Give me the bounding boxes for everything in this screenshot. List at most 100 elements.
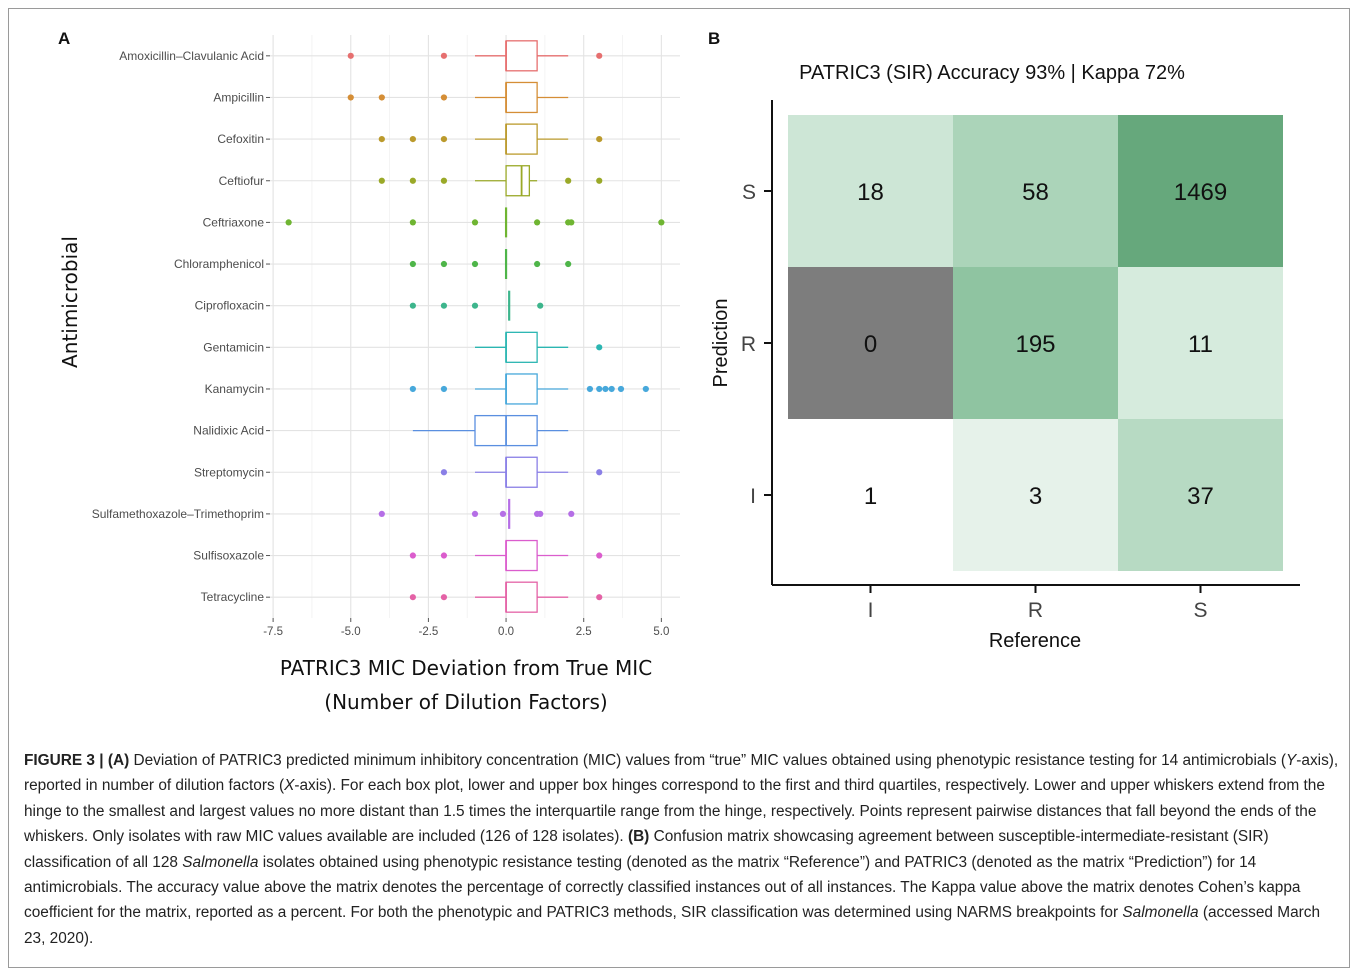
figure-caption: FIGURE 3 | (A) Deviation of PATRIC3 pred… bbox=[24, 748, 1340, 951]
caption-text-2: -axis), reported in number of dilution f… bbox=[24, 752, 1339, 795]
panel-a-y-ticks: Amoxicillin–Clavulanic Acid Ampicillin Cef… bbox=[92, 49, 270, 604]
box-outlier bbox=[409, 260, 416, 268]
box-iqr bbox=[505, 373, 538, 405]
box-outlier bbox=[608, 385, 615, 393]
panel-a-y-tick-label: Gentamicin bbox=[203, 340, 264, 354]
box-outlier bbox=[537, 510, 544, 517]
box-outlier bbox=[596, 177, 603, 184]
box-6 bbox=[409, 290, 544, 321]
caption-text-3: -axis). For each box plot, lower and upp… bbox=[24, 777, 1325, 846]
box-outlier bbox=[409, 177, 416, 184]
panel-a-x-ticks: -7.5 -5.0 -2.5 0.0 2.5 5.0 bbox=[263, 618, 669, 638]
box-outlier bbox=[440, 385, 448, 393]
box-outlier bbox=[440, 136, 448, 143]
box-outlier bbox=[378, 94, 385, 101]
panel-a-y-tick-label: Ceftiofur bbox=[219, 174, 264, 188]
box-iqr bbox=[505, 165, 531, 197]
figure-frame bbox=[8, 8, 1350, 968]
box-iqr bbox=[505, 581, 538, 613]
box-outlier bbox=[596, 385, 603, 393]
box-10 bbox=[440, 456, 603, 488]
box-outlier bbox=[568, 219, 575, 226]
panel-a-boxplot: A Amoxicillin–Clavulanic Acid Ampicillin C… bbox=[58, 29, 680, 714]
box-outlier bbox=[596, 52, 603, 59]
panel-a-x-tick-label: -5.0 bbox=[341, 626, 361, 638]
panel-a-y-tick-label: Streptomycin bbox=[194, 465, 264, 479]
box-outlier bbox=[534, 219, 541, 226]
panel-a-y-tick-label: Amoxicillin–Clavulanic Acid bbox=[119, 49, 264, 63]
panel-a-y-tick-label: Nalidixic Acid bbox=[193, 424, 264, 438]
panel-a-y-tick-label: Sulfisoxazole bbox=[193, 549, 264, 563]
caption-salmonella-1: Salmonella bbox=[182, 853, 259, 871]
panel-a-y-axis-title: Antimicrobial bbox=[58, 236, 82, 368]
panel-a-y-tick-label: Kanamycin bbox=[205, 382, 264, 396]
box-outlier bbox=[409, 302, 416, 309]
box-outlier bbox=[537, 302, 544, 309]
box-outlier bbox=[378, 510, 385, 517]
box-outlier bbox=[499, 510, 507, 517]
panel-a-y-tick-label: Cefoxitin bbox=[217, 132, 264, 146]
box-8 bbox=[409, 373, 649, 405]
box-4 bbox=[285, 207, 665, 238]
box-5 bbox=[409, 249, 572, 280]
box-outlier bbox=[596, 469, 603, 476]
box-outlier bbox=[568, 510, 575, 517]
box-outlier bbox=[409, 594, 416, 601]
box-outlier bbox=[378, 136, 385, 143]
box-outlier bbox=[596, 594, 603, 601]
box-iqr bbox=[505, 81, 538, 114]
box-outlier bbox=[617, 385, 625, 393]
box-outlier bbox=[565, 260, 572, 268]
box-outlier bbox=[440, 94, 448, 101]
panel-a-x-tick-label: -7.5 bbox=[263, 626, 283, 638]
box-outlier bbox=[471, 302, 479, 309]
box-outlier bbox=[471, 260, 479, 268]
box-outlier bbox=[285, 219, 292, 226]
panel-a-plot-area bbox=[270, 35, 680, 618]
box-outlier bbox=[347, 52, 354, 59]
caption-text-4: Confusion matrix showcasing agreement be… bbox=[24, 828, 1269, 871]
box-outlier bbox=[565, 177, 572, 184]
box-13 bbox=[409, 581, 603, 613]
box-outlier bbox=[440, 302, 448, 309]
panel-a-y-tick-label: Tetracycline bbox=[201, 590, 265, 604]
box-outlier bbox=[596, 552, 603, 559]
panel-a-x-tick-label: 0.0 bbox=[498, 626, 514, 638]
box-12 bbox=[409, 539, 603, 572]
box-outlier bbox=[440, 260, 448, 268]
box-outlier bbox=[440, 177, 448, 184]
box-outlier bbox=[378, 177, 385, 184]
box-iqr bbox=[505, 331, 538, 363]
panel-a-y-tick-label: Chloramphenicol bbox=[174, 257, 264, 271]
caption-text-6: (accessed March 23, 2020). bbox=[24, 904, 1321, 947]
box-0 bbox=[347, 40, 603, 72]
box-iqr bbox=[505, 539, 538, 572]
box-7 bbox=[475, 331, 603, 363]
box-outlier bbox=[409, 219, 416, 226]
box-outlier bbox=[658, 219, 665, 226]
caption-y-axis: Y bbox=[1286, 752, 1297, 769]
box-outlier bbox=[602, 385, 609, 393]
caption-salmonella-2: Salmonella bbox=[1122, 904, 1199, 922]
box-outlier bbox=[409, 552, 416, 559]
box-2 bbox=[378, 123, 603, 155]
box-outlier bbox=[586, 385, 594, 393]
box-iqr bbox=[505, 40, 538, 72]
caption-lead: FIGURE 3 | (A) bbox=[24, 752, 130, 769]
box-outlier bbox=[409, 385, 416, 393]
box-iqr bbox=[505, 123, 538, 155]
box-outlier bbox=[440, 594, 448, 601]
caption-b-label: (B) bbox=[627, 828, 650, 846]
panel-a-x-tick-label: 2.5 bbox=[576, 626, 592, 638]
box-outlier bbox=[409, 136, 416, 143]
box-iqr bbox=[505, 456, 538, 488]
box-11 bbox=[378, 498, 575, 529]
box-outlier bbox=[440, 552, 448, 559]
box-9 bbox=[412, 414, 569, 447]
panel-a-y-tick-label: Ampicillin bbox=[213, 90, 264, 104]
panel-a-x-axis-title-line1: PATRIC3 MIC Deviation from True MIC bbox=[280, 656, 652, 680]
panel-a-y-tick-label: Sulfamethoxazole–Trimethoprim bbox=[92, 507, 264, 521]
box-outlier bbox=[596, 136, 603, 143]
caption-text-1: Deviation of PATRIC3 predicted minimum i… bbox=[129, 752, 1286, 769]
box-outlier bbox=[347, 94, 354, 101]
